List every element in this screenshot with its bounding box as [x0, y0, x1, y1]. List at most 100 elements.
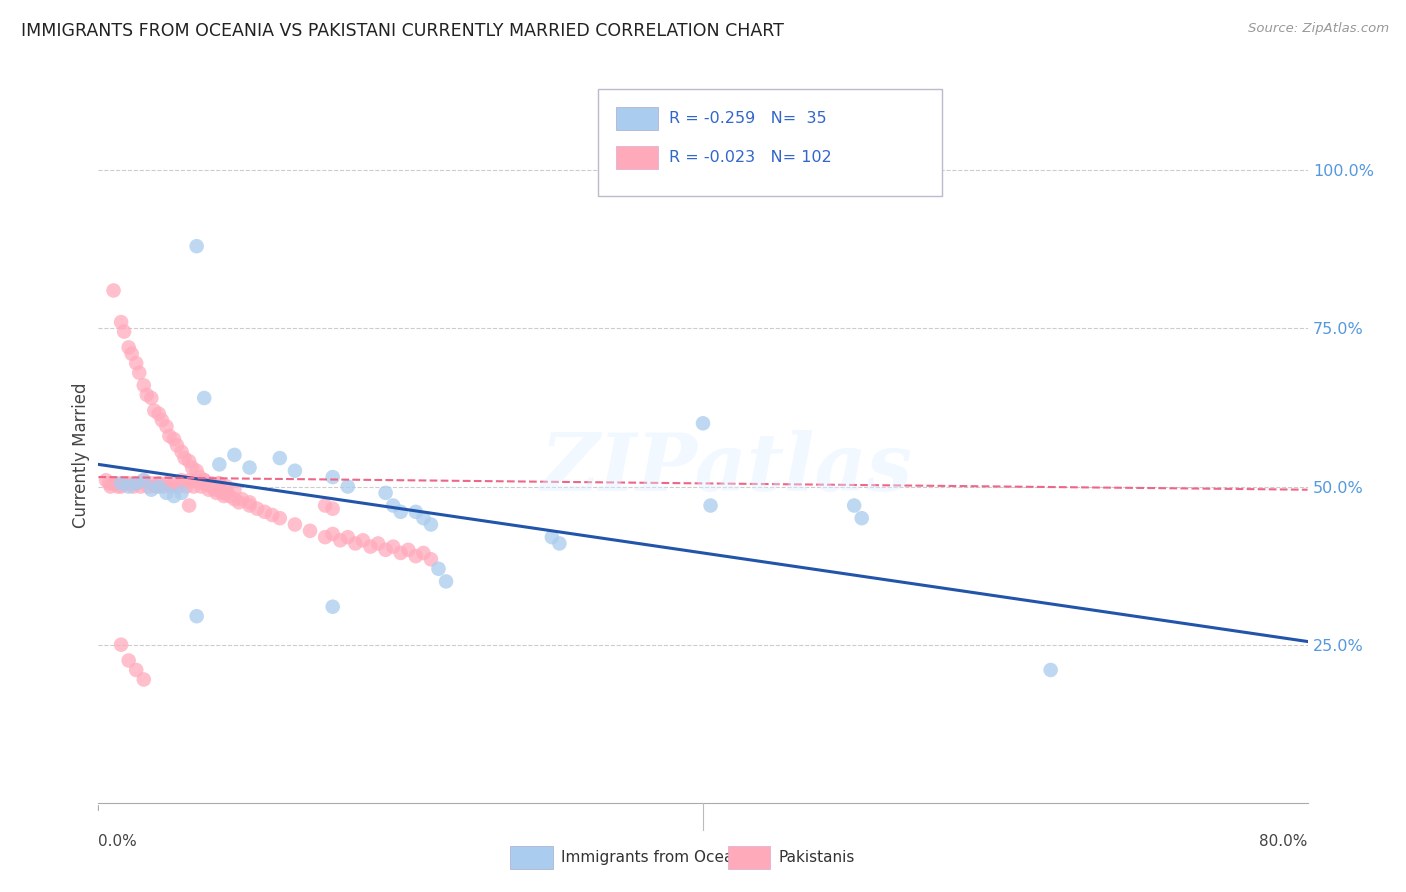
Point	[163, 476, 186, 491]
Point	[344, 536, 367, 550]
Point	[322, 599, 344, 614]
Point	[314, 530, 336, 544]
Point	[228, 495, 250, 509]
Text: IMMIGRANTS FROM OCEANIA VS PAKISTANI CURRENTLY MARRIED CORRELATION CHART: IMMIGRANTS FROM OCEANIA VS PAKISTANI CUR…	[21, 22, 785, 40]
Point	[183, 479, 205, 493]
Point	[193, 391, 215, 405]
Point	[396, 542, 419, 557]
Point	[548, 536, 571, 550]
Point	[224, 483, 246, 497]
Point	[170, 473, 193, 487]
Point	[224, 492, 246, 507]
Point	[699, 499, 721, 513]
Point	[155, 419, 177, 434]
Point	[179, 499, 201, 513]
Point	[166, 438, 188, 452]
Point	[215, 486, 238, 500]
Point	[208, 483, 231, 497]
Text: Immigrants from Oceania: Immigrants from Oceania	[561, 850, 756, 864]
Point	[246, 501, 269, 516]
Point	[174, 479, 197, 493]
Point	[186, 473, 208, 487]
Text: R = -0.023   N= 102: R = -0.023 N= 102	[669, 151, 832, 165]
Point	[190, 479, 212, 493]
Point	[204, 483, 226, 497]
Point	[155, 486, 177, 500]
Point	[100, 479, 122, 493]
Point	[405, 505, 427, 519]
Point	[170, 486, 193, 500]
Point	[239, 499, 262, 513]
Point	[352, 533, 374, 548]
Point	[322, 527, 344, 541]
Point	[322, 470, 344, 484]
Point	[374, 542, 396, 557]
Point	[193, 473, 215, 487]
Point	[420, 552, 443, 566]
Point	[141, 476, 163, 491]
Point	[135, 388, 157, 402]
Point	[219, 489, 242, 503]
Point	[121, 347, 143, 361]
Point	[851, 511, 873, 525]
Point	[125, 356, 148, 370]
Point	[118, 653, 141, 667]
Point	[110, 479, 132, 493]
Point	[329, 533, 352, 548]
Point	[98, 476, 121, 491]
Point	[692, 417, 714, 431]
Point	[110, 638, 132, 652]
Point	[125, 476, 148, 491]
Point	[208, 458, 231, 472]
Point	[152, 479, 174, 493]
Point	[208, 476, 231, 491]
Text: 0.0%: 0.0%	[98, 834, 138, 849]
Point	[269, 511, 291, 525]
Point	[148, 407, 170, 421]
Point	[143, 403, 166, 417]
Point	[420, 517, 443, 532]
Point	[163, 489, 186, 503]
Point	[122, 479, 145, 493]
Text: 80.0%: 80.0%	[1260, 834, 1308, 849]
Point	[314, 499, 336, 513]
Point	[112, 325, 135, 339]
Point	[148, 476, 170, 491]
Point	[150, 413, 173, 427]
Point	[299, 524, 322, 538]
Point	[141, 391, 163, 405]
Point	[103, 284, 125, 298]
Point	[118, 476, 141, 491]
Point	[186, 239, 208, 253]
Point	[118, 479, 141, 493]
Point	[136, 479, 159, 493]
Point	[201, 479, 224, 493]
Y-axis label: Currently Married: Currently Married	[72, 382, 90, 528]
Point	[179, 454, 201, 468]
Point	[132, 473, 155, 487]
Point	[193, 476, 215, 491]
Point	[262, 508, 284, 522]
Point	[844, 499, 866, 513]
Point	[170, 444, 193, 458]
Text: ZIPatlas: ZIPatlas	[541, 430, 914, 508]
Point	[360, 540, 382, 554]
Point	[179, 473, 201, 487]
Point	[145, 479, 167, 493]
Point	[155, 476, 177, 491]
Point	[114, 476, 136, 491]
Point	[132, 673, 155, 687]
Point	[427, 562, 450, 576]
Point	[107, 479, 129, 493]
Point	[269, 451, 291, 466]
Point	[186, 464, 208, 478]
Point	[224, 448, 246, 462]
Point	[382, 540, 405, 554]
Point	[148, 479, 170, 493]
Point	[412, 511, 434, 525]
Point	[110, 476, 132, 491]
Point	[159, 429, 181, 443]
Point	[540, 530, 562, 544]
Point	[105, 476, 128, 491]
Text: Source: ZipAtlas.com: Source: ZipAtlas.com	[1249, 22, 1389, 36]
